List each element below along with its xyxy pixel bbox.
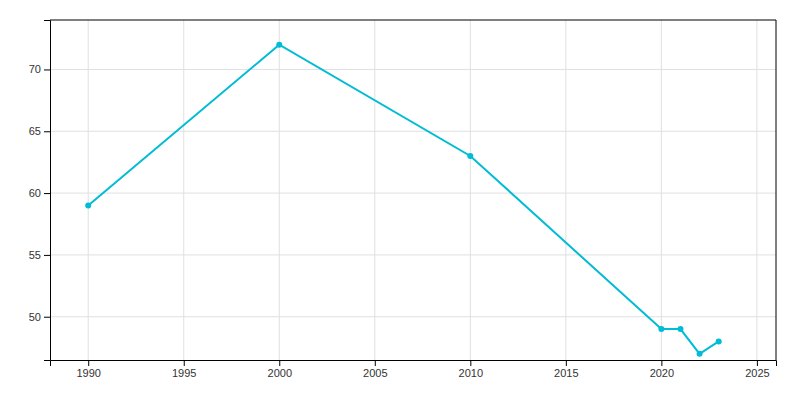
grid-line xyxy=(565,20,566,360)
y-tick: 65 xyxy=(29,125,50,137)
x-tick-mark xyxy=(184,360,185,366)
x-tick-label: 1995 xyxy=(172,367,196,379)
y-tick-mark xyxy=(44,317,50,318)
y-tick-mark xyxy=(44,131,50,132)
y-tick-label: 50 xyxy=(29,311,41,323)
x-tick-mark xyxy=(661,360,662,366)
x-axis-line xyxy=(51,361,777,367)
x-tick: 1990 xyxy=(76,360,100,379)
x-tick-label: 2020 xyxy=(650,367,674,379)
series xyxy=(85,42,721,357)
y-tick-label: 60 xyxy=(29,187,41,199)
grid-line xyxy=(50,193,776,194)
point xyxy=(716,338,722,344)
x-tick-mark xyxy=(470,360,471,366)
y-tick-mark xyxy=(44,69,50,70)
x-tick: 2015 xyxy=(554,360,578,379)
y-tick-mark xyxy=(44,255,50,256)
x-axis: 1990 1995 2000 2005 2010 2015 2020 2025 xyxy=(51,360,777,379)
point xyxy=(658,326,664,332)
grid xyxy=(50,20,776,360)
x-tick-mark xyxy=(757,360,758,366)
y-tick-label: 55 xyxy=(29,249,41,261)
x-tick-mark xyxy=(88,360,89,366)
x-tick: 2005 xyxy=(363,360,387,379)
x-tick: 1995 xyxy=(172,360,196,379)
chart: 1990 1995 2000 2005 2010 2015 2020 2025 50 55 60 65… xyxy=(0,0,800,400)
x-tick: 2025 xyxy=(745,360,769,379)
grid-line xyxy=(183,20,184,360)
point xyxy=(697,351,703,357)
y-tick: 55 xyxy=(29,249,50,261)
grid-line xyxy=(661,20,662,360)
x-tick: 2010 xyxy=(459,360,483,379)
line xyxy=(88,45,718,354)
grid-line xyxy=(88,20,89,360)
point xyxy=(467,153,473,159)
grid-line xyxy=(50,69,776,70)
y-axis: 50 55 60 65 70 xyxy=(29,21,51,361)
x-tick-label: 1990 xyxy=(76,367,100,379)
grid-line xyxy=(279,20,280,360)
x-tick-label: 2000 xyxy=(268,367,292,379)
y-tick: 70 xyxy=(29,63,50,75)
x-tick: 2000 xyxy=(268,360,292,379)
point xyxy=(85,202,91,208)
frame-top xyxy=(50,20,776,21)
y-tick-label: 65 xyxy=(29,125,41,137)
x-tick-label: 2005 xyxy=(363,367,387,379)
point xyxy=(276,42,282,48)
x-tick-label: 2010 xyxy=(459,367,483,379)
x-tick-label: 2015 xyxy=(554,367,578,379)
grid-line xyxy=(50,254,776,255)
grid-line xyxy=(374,20,375,360)
point xyxy=(677,326,683,332)
x-tick-mark xyxy=(279,360,280,366)
x-tick: 2020 xyxy=(650,360,674,379)
y-axis-line xyxy=(44,21,51,361)
y-tick-label: 70 xyxy=(29,63,41,75)
y-tick-mark xyxy=(44,193,50,194)
y-tick: 50 xyxy=(29,311,50,323)
x-tick-mark xyxy=(375,360,376,366)
grid-line xyxy=(470,20,471,360)
grid-line xyxy=(50,131,776,132)
x-tick-mark xyxy=(566,360,567,366)
frame-right xyxy=(776,20,777,360)
plot: 1990 1995 2000 2005 2010 2015 2020 2025 50 55 60 65… xyxy=(29,20,777,379)
grid-line xyxy=(50,316,776,317)
y-tick: 60 xyxy=(29,187,50,199)
grid-line xyxy=(756,20,757,360)
x-tick-label: 2025 xyxy=(745,367,769,379)
